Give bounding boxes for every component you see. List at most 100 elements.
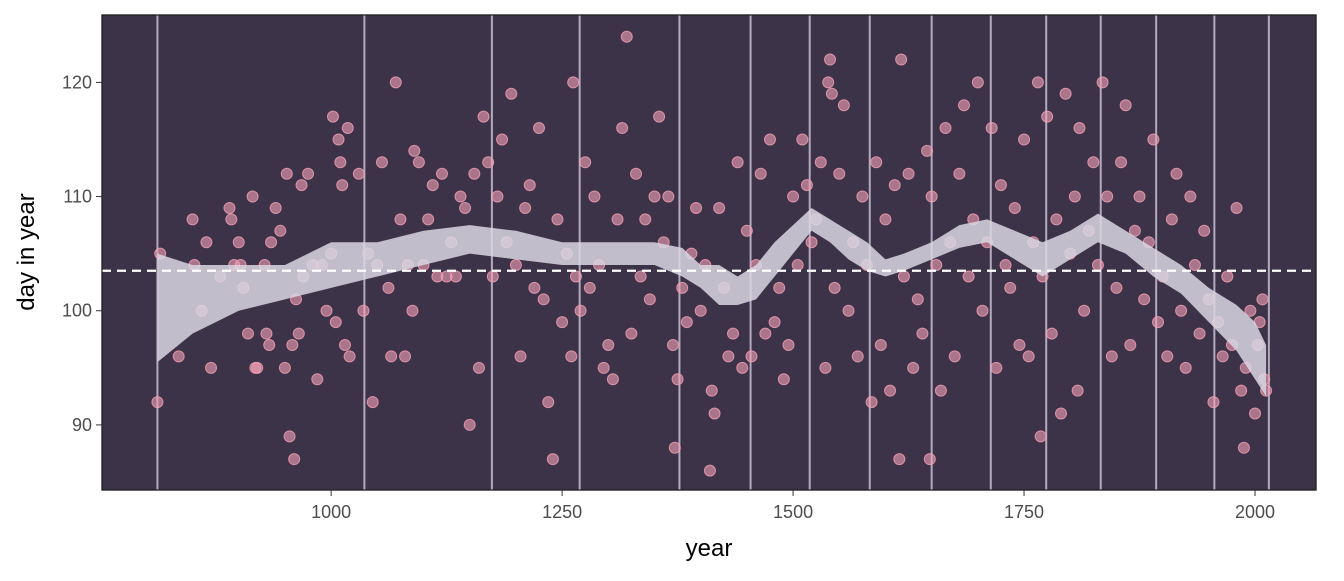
point <box>825 87 838 100</box>
point <box>1013 338 1026 351</box>
point <box>662 190 675 203</box>
point <box>288 453 301 466</box>
point <box>1188 259 1201 272</box>
point <box>382 281 395 294</box>
point <box>302 167 315 180</box>
point <box>588 190 601 203</box>
point <box>426 179 439 192</box>
point <box>842 304 855 317</box>
point <box>976 304 989 317</box>
x-tick-label: 2000 <box>1235 502 1275 522</box>
x-tick-label: 1250 <box>542 502 582 522</box>
point <box>1022 350 1035 363</box>
point <box>514 350 527 363</box>
point <box>468 167 481 180</box>
point <box>151 396 164 409</box>
point <box>828 281 841 294</box>
point <box>923 453 936 466</box>
point <box>731 156 744 169</box>
y-tick-label: 120 <box>62 72 92 92</box>
point <box>648 190 661 203</box>
point <box>1230 201 1243 214</box>
point <box>1096 76 1109 89</box>
point <box>459 201 472 214</box>
point <box>800 179 813 192</box>
point <box>957 99 970 112</box>
point <box>824 53 837 66</box>
point <box>930 259 943 272</box>
point <box>389 76 402 89</box>
y-tick-label: 110 <box>63 187 92 207</box>
point <box>1018 133 1031 146</box>
y-tick-label: 100 <box>62 301 92 321</box>
point <box>1249 407 1262 420</box>
point <box>406 304 419 317</box>
point <box>546 453 559 466</box>
point <box>265 236 278 249</box>
point <box>916 327 929 340</box>
point <box>567 76 580 89</box>
point <box>336 179 349 192</box>
point <box>1087 156 1100 169</box>
point <box>334 156 347 169</box>
point <box>822 76 835 89</box>
point <box>482 156 495 169</box>
point <box>1050 213 1063 226</box>
smooth-band <box>157 207 1267 397</box>
point <box>556 316 569 329</box>
point <box>519 201 532 214</box>
point <box>768 316 781 329</box>
point <box>1115 156 1128 169</box>
point <box>357 304 370 317</box>
point <box>1078 304 1091 317</box>
point <box>509 259 522 272</box>
point <box>1237 441 1250 454</box>
point <box>574 304 587 317</box>
point <box>1073 122 1086 135</box>
point <box>280 167 293 180</box>
point <box>773 281 786 294</box>
point <box>1184 190 1197 203</box>
point <box>680 316 693 329</box>
point <box>1008 201 1021 214</box>
point <box>895 53 908 66</box>
point <box>1198 224 1211 237</box>
point <box>630 167 643 180</box>
point <box>874 338 887 351</box>
point <box>311 373 324 386</box>
point <box>1068 190 1081 203</box>
panel-border <box>101 14 1317 491</box>
point <box>694 304 707 317</box>
point <box>505 87 518 100</box>
point <box>902 167 915 180</box>
point <box>879 213 892 226</box>
point <box>897 270 910 283</box>
point <box>994 179 1007 192</box>
point <box>422 213 435 226</box>
point <box>911 293 924 306</box>
point <box>1091 259 1104 272</box>
point <box>205 361 218 374</box>
point <box>727 327 740 340</box>
point <box>579 156 592 169</box>
point <box>542 396 555 409</box>
point <box>713 201 726 214</box>
point <box>787 190 800 203</box>
point <box>851 350 864 363</box>
point <box>246 190 259 203</box>
point <box>939 122 952 135</box>
point <box>620 30 633 43</box>
point <box>740 224 753 237</box>
point <box>1161 350 1174 363</box>
point <box>186 213 199 226</box>
point <box>528 281 541 294</box>
point <box>865 396 878 409</box>
point <box>292 327 305 340</box>
point <box>884 384 897 397</box>
point <box>1152 316 1165 329</box>
point <box>643 293 656 306</box>
point <box>668 441 681 454</box>
point <box>837 99 850 112</box>
